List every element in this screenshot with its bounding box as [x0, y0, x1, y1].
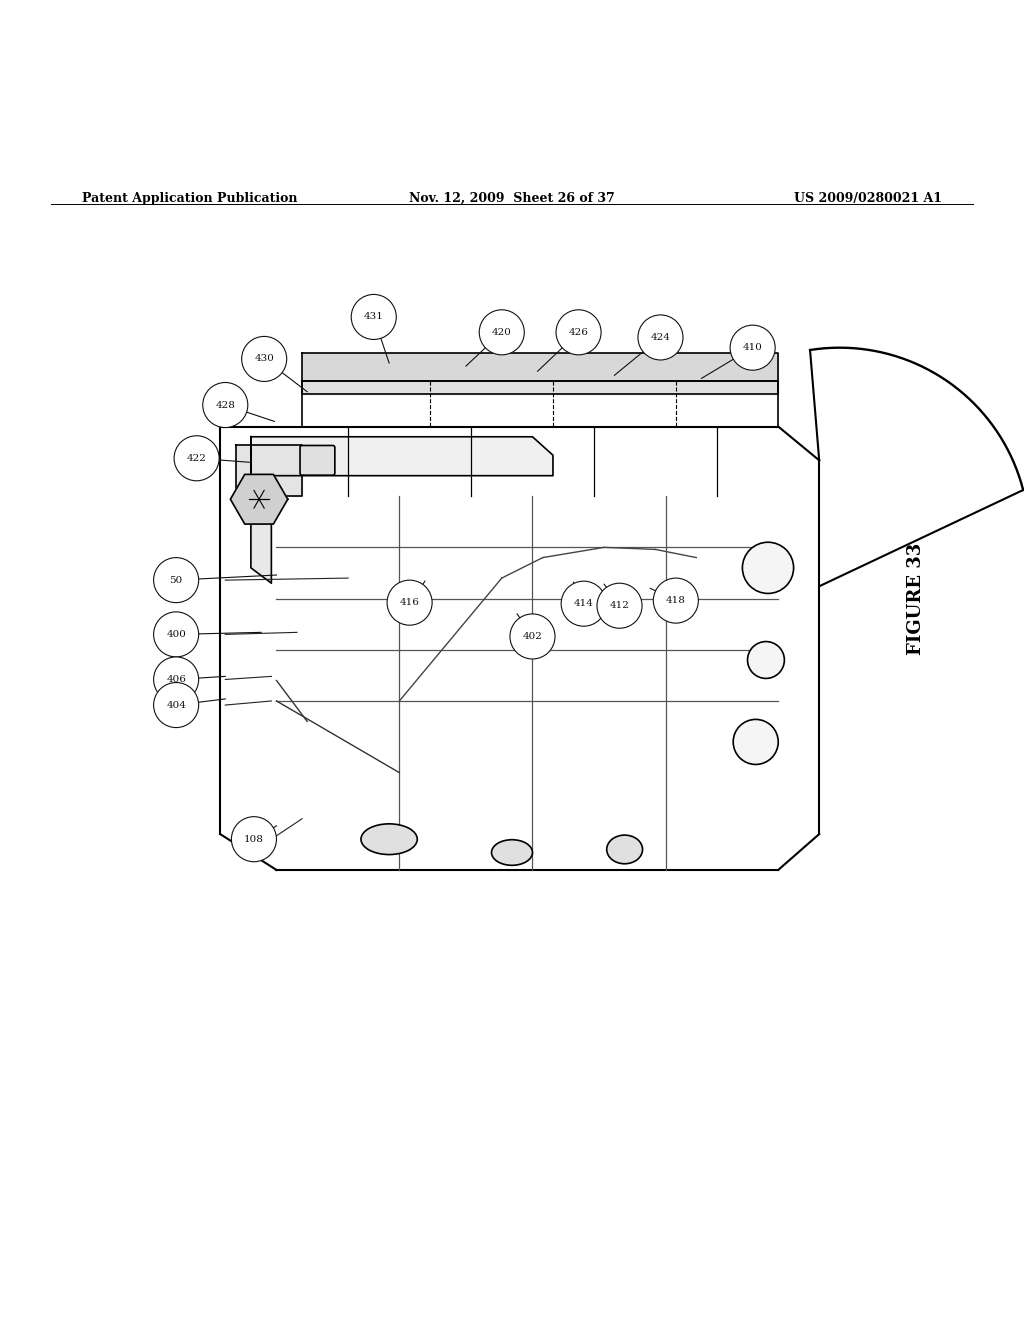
Text: 50: 50	[170, 576, 182, 585]
Text: Patent Application Publication: Patent Application Publication	[82, 191, 297, 205]
Text: 414: 414	[573, 599, 594, 609]
Text: 420: 420	[492, 327, 512, 337]
Text: 418: 418	[666, 597, 686, 605]
Ellipse shape	[492, 840, 532, 866]
Polygon shape	[236, 445, 302, 496]
Ellipse shape	[360, 824, 418, 854]
Polygon shape	[302, 381, 778, 393]
Text: 108: 108	[244, 834, 264, 843]
Circle shape	[154, 657, 199, 702]
Text: 400: 400	[166, 630, 186, 639]
Text: US 2009/0280021 A1: US 2009/0280021 A1	[794, 191, 942, 205]
Circle shape	[351, 294, 396, 339]
Text: 430: 430	[254, 355, 274, 363]
FancyBboxPatch shape	[300, 445, 335, 475]
Circle shape	[597, 583, 642, 628]
Polygon shape	[251, 437, 271, 583]
Text: 410: 410	[742, 343, 763, 352]
Text: 404: 404	[166, 701, 186, 710]
Circle shape	[479, 310, 524, 355]
Circle shape	[242, 337, 287, 381]
Circle shape	[733, 719, 778, 764]
Circle shape	[174, 436, 219, 480]
Circle shape	[561, 581, 606, 626]
Text: 426: 426	[568, 327, 589, 337]
Circle shape	[510, 614, 555, 659]
Circle shape	[638, 315, 683, 360]
Polygon shape	[230, 474, 288, 524]
Circle shape	[653, 578, 698, 623]
Circle shape	[154, 612, 199, 657]
Text: 424: 424	[650, 333, 671, 342]
Circle shape	[742, 543, 794, 594]
Text: 416: 416	[399, 598, 420, 607]
Circle shape	[387, 579, 432, 626]
Circle shape	[748, 642, 784, 678]
Text: 402: 402	[522, 632, 543, 642]
Circle shape	[154, 682, 199, 727]
Polygon shape	[302, 352, 778, 381]
Circle shape	[231, 817, 276, 862]
Circle shape	[203, 383, 248, 428]
Polygon shape	[251, 437, 553, 475]
Text: Nov. 12, 2009  Sheet 26 of 37: Nov. 12, 2009 Sheet 26 of 37	[410, 191, 614, 205]
Text: FIGURE 33: FIGURE 33	[907, 543, 926, 655]
Text: 412: 412	[609, 601, 630, 610]
Circle shape	[556, 310, 601, 355]
Circle shape	[730, 325, 775, 370]
Text: 428: 428	[215, 400, 236, 409]
Circle shape	[154, 557, 199, 603]
Text: 422: 422	[186, 454, 207, 463]
Ellipse shape	[606, 836, 643, 863]
Text: 431: 431	[364, 313, 384, 322]
Text: 406: 406	[166, 675, 186, 684]
